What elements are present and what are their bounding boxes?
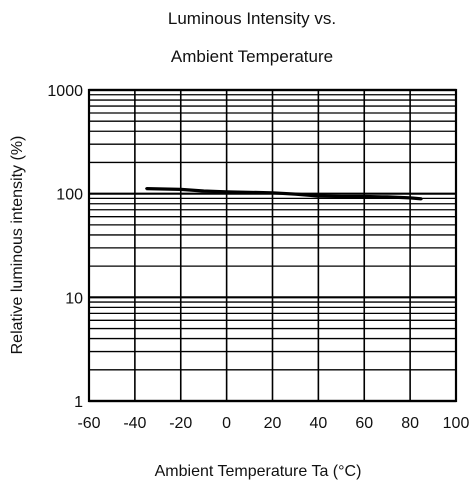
data-point	[145, 187, 148, 190]
data-point	[179, 188, 182, 191]
x-tick-label: 20	[264, 415, 282, 432]
y-tick-label: 1000	[47, 83, 83, 100]
data-point	[340, 195, 343, 198]
data-series	[145, 187, 423, 201]
data-point	[385, 195, 389, 199]
plot-frame	[87, 88, 458, 403]
y-tick-label: 100	[56, 187, 83, 204]
chart-title: Luminous Intensity vs. Ambient Temperatur…	[168, 9, 336, 66]
x-tick-label: 60	[355, 415, 373, 432]
x-tick-label: -40	[123, 415, 146, 432]
x-tick-label: 0	[222, 415, 231, 432]
x-tick-label: -60	[77, 415, 100, 432]
x-tick-label: 80	[401, 415, 419, 432]
data-point	[202, 189, 205, 193]
x-axis-label: Ambient Temperature Ta (°C)	[155, 463, 362, 480]
data-point	[294, 192, 297, 196]
chart-title-line: Ambient Temperature	[171, 47, 333, 66]
y-tick-label: 10	[65, 290, 83, 307]
data-point	[408, 196, 412, 200]
x-tick-label: -20	[169, 415, 192, 432]
data-point	[271, 191, 274, 194]
y-axis-label: Relative luminous intensity (%)	[9, 136, 26, 355]
x-tick-label: 40	[309, 415, 327, 432]
data-point	[363, 195, 366, 198]
data-point	[317, 194, 320, 198]
grid-lines	[87, 88, 458, 403]
tick-labels: -60 -40 -20 0 20 40 60 80 100 1 10 100 1000	[47, 83, 469, 432]
x-tick-label: 100	[443, 415, 470, 432]
data-point	[248, 191, 251, 194]
y-tick-label: 1	[74, 394, 83, 411]
chart-title-line: Luminous Intensity vs.	[168, 9, 336, 28]
data-point	[420, 197, 423, 201]
data-point	[225, 190, 228, 194]
